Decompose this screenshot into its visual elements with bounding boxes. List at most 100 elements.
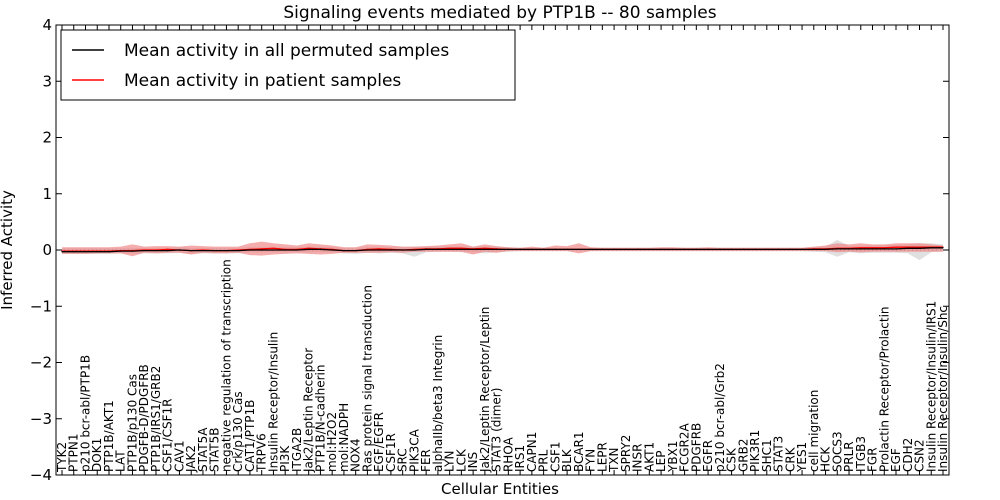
permuted-point [895,248,897,250]
y-axis-ticks: 4 3 2 1 0 −1 −2 −3 −4 [30,16,949,484]
x-tick-label: DOK1 [90,438,104,472]
permuted-point [296,249,298,251]
x-tick-label: RHOA [501,436,515,472]
permuted-point [648,248,650,250]
permuted-point [930,247,932,249]
permuted-point [554,248,557,250]
x-tick-label: LCK [454,448,468,472]
x-tick-label: EGF/EGFR [372,412,386,472]
x-tick-label: PTP1B/p130 Cas [126,374,140,472]
patient-point [449,247,451,249]
x-tick-label: Crk/p130 Cas [231,391,245,472]
x-tick-label: FGR [866,447,880,472]
permuted-point [319,248,321,250]
x-tick-label: CSK [725,447,739,472]
permuted-point [249,249,251,251]
legend-box [60,29,516,101]
x-tick-label: cell migration [807,390,821,472]
permuted-point [484,248,486,250]
permuted-point [789,248,791,250]
permuted-mean-line [62,247,943,253]
x-tick-label: CAV1 [173,440,187,472]
permuted-point [460,248,462,250]
patient-point [871,247,874,249]
x-tick-label: Ras protein signal transduction [360,285,374,472]
permuted-point [425,248,427,250]
x-tick-label: EGFR [701,440,715,472]
permuted-point [178,249,181,251]
patient-point [484,247,486,249]
x-tick-label: HCK [819,446,833,472]
x-tick-label: Jak2/Leptin Receptor/Leptin [478,307,492,473]
permuted-point [190,250,192,252]
legend: Mean activity in all permuted samples Me… [60,29,516,101]
permuted-point [355,250,357,252]
y-tick-label: −3 [30,410,52,428]
permuted-point [331,249,333,251]
permuted-point [472,248,474,250]
y-tick-label: 4 [42,16,52,34]
permuted-point [413,249,415,251]
patient-point [895,246,897,248]
x-tick-label: LAT [114,450,128,472]
permuted-point [601,248,603,250]
permuted-point [672,248,674,250]
x-tick-label: CSF1/CSF1R [161,399,175,472]
x-tick-label: BLK [560,448,574,472]
x-tick-label: TYK2 [55,442,69,473]
patient-point [167,248,169,250]
permuted-point [637,248,639,250]
permuted-point [731,248,733,250]
x-tick-label: SOCS3 [830,431,844,472]
patient-point [918,246,921,248]
permuted-point [813,248,815,250]
y-tick-label: −1 [30,297,52,315]
x-tick-label: LEP [654,451,668,473]
x-tick-label: STAT5A [196,427,210,472]
x-tick-label: FYN [584,449,598,472]
y-tick-label: 2 [42,129,52,147]
permuted-point [766,248,768,250]
x-tick-label: ITGB3 [854,436,868,472]
permuted-point [824,248,827,250]
x-tick-label: PTP1B/AKT1 [102,400,116,472]
permuted-point [73,251,75,253]
legend-patient-label: Mean activity in patient samples [124,71,401,91]
x-tick-label: CDH2 [901,438,915,472]
x-tick-label: GRB2 [736,438,750,472]
x-tick-label: FER [419,449,433,472]
x-tick-label: p210 bcr-abl/PTP1B [79,355,93,472]
permuted-point [449,248,451,250]
y-tick-label: 0 [42,241,52,259]
permuted-point [390,249,392,251]
x-tick-label: IRS1 [513,445,527,472]
x-tick-label: TXN [607,447,621,473]
x-tick-label: PIK3R1 [748,430,762,472]
permuted-point [754,248,756,250]
permuted-point [202,250,204,252]
permuted-point [167,250,169,252]
patient-point [860,247,862,249]
permuted-point [225,250,228,252]
patient-point [308,247,310,249]
x-tick-label: INSR [631,444,645,472]
permuted-point [801,248,803,250]
x-tick-label: negative regulation of transcription [220,259,234,472]
x-tick-label: Insulin Receptor/Insulin/Shc [936,306,950,472]
x-tick-label: LYN [443,451,457,472]
patient-point [261,248,263,250]
permuted-point [131,250,134,252]
x-tick-label: EGF [889,448,903,472]
x-tick-label: YBX1 [666,441,680,473]
x-tick-label: PDGFB-D/PDGFRB [137,364,151,472]
y-tick-label: −4 [30,466,52,484]
x-tick-label: LEPR [595,442,609,472]
y-axis-title: Inferred Activity [0,190,16,310]
permuted-point [543,248,545,250]
x-tick-label: TRPV6 [255,433,269,473]
permuted-point [96,251,98,253]
permuted-point [942,247,944,249]
permuted-point [284,249,286,251]
